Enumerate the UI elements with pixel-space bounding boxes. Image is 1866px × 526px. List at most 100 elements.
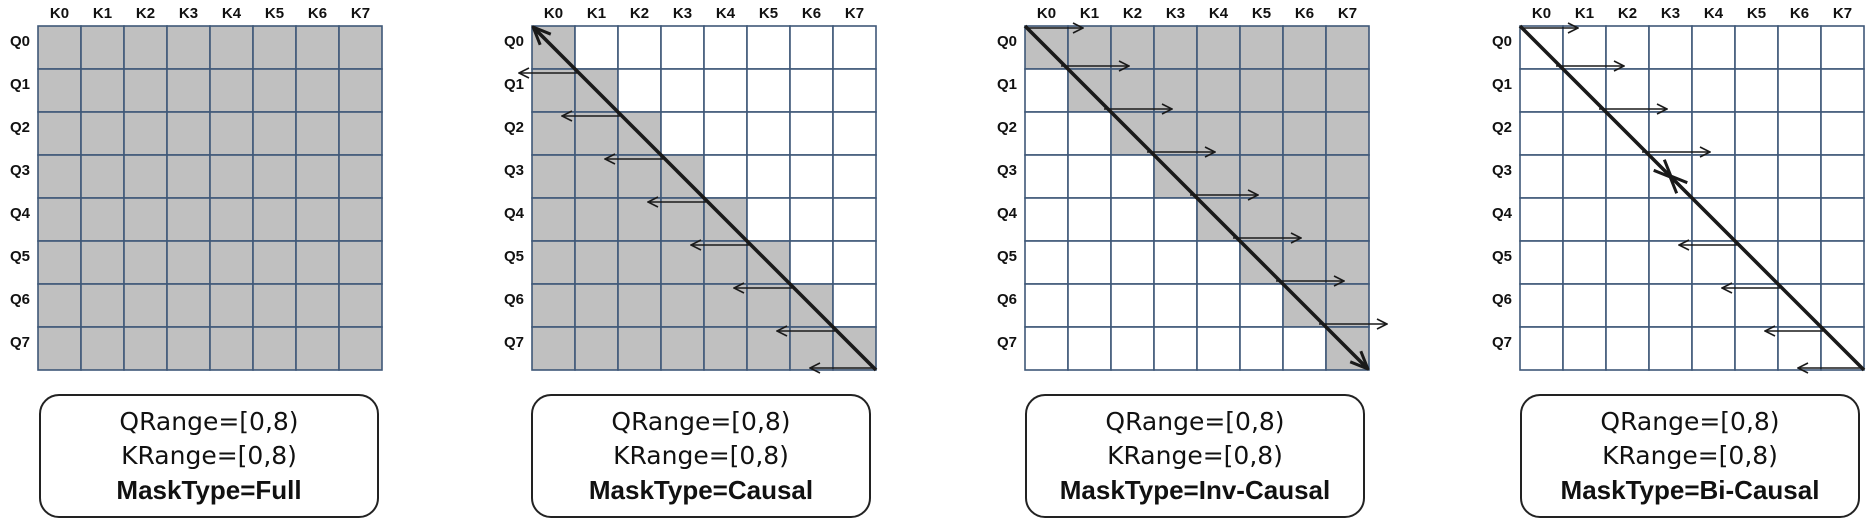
mask-panel-full: K0 K1 K2 K3 K4 K5 K6 K7 Q0 Q1 Q2 Q3 Q4 Q5 Q6 Q7 [10,5,383,371]
mask-cell-q3-k2 [1110,154,1155,199]
mask-cell-q2-k3 [1153,111,1198,156]
mask-cell-q3-k0 [1024,154,1069,199]
mask-cell-q0-k1 [80,25,125,70]
mask-cell-q2-k1 [1562,111,1607,156]
mask-cell-q6-k7 [1325,283,1370,328]
caption-box-bi-causal: QRange=[0,8) KRange=[0,8) MaskType=Bi-Ca… [1520,394,1860,518]
mask-cell-q0-k5 [1734,25,1779,70]
mask-cell-q0-k3 [1153,25,1198,70]
mask-cell-q7-k5 [252,326,297,371]
mask-cell-q7-k7 [338,326,383,371]
mask-cell-q7-k4 [703,326,748,371]
mask-cell-q5-k6 [1777,240,1822,285]
mask-cell-q2-k0 [37,111,82,156]
mask-cell-q1-k3 [1648,68,1693,113]
caption-box-full: QRange=[0,8) KRange=[0,8) MaskType=Full [39,394,379,518]
key-label: K6 [1295,5,1314,22]
key-label: K7 [1833,5,1852,22]
mask-cell-q4-k6 [1282,197,1327,242]
mask-cell-q1-k4 [209,68,254,113]
mask-cell-q7-k6 [789,326,834,371]
mask-cell-q5-k5 [252,240,297,285]
mask-cell-q6-k0 [1024,283,1069,328]
mask-cell-q2-k7 [1325,111,1370,156]
mask-cell-q6-k4 [1196,283,1241,328]
mask-cell-q3-k7 [1820,154,1865,199]
mask-cell-q5-k3 [166,240,211,285]
mask-cell-q4-k6 [295,197,340,242]
mask-cell-q7-k0 [1024,326,1069,371]
mask-cell-q4-k0 [1519,197,1564,242]
krange-label: KRange=[0,8) [121,441,297,470]
krange-label: KRange=[0,8) [1602,441,1778,470]
masktype-label: MaskType=Inv-Causal [1059,475,1331,505]
query-label: Q5 [504,248,524,265]
mask-cell-q7-k6 [1777,326,1822,371]
mask-cell-q0-k3 [1648,25,1693,70]
mask-cell-q6-k5 [1239,283,1284,328]
mask-cell-q5-k1 [80,240,125,285]
masktype-label: MaskType=Bi-Causal [1560,475,1820,505]
mask-cell-q4-k7 [832,197,877,242]
mask-cell-q0-k3 [660,25,705,70]
mask-cell-q7-k1 [1067,326,1112,371]
mask-cell-q2-k2 [123,111,168,156]
query-label: Q0 [997,33,1017,50]
mask-cell-q4-k1 [1067,197,1112,242]
mask-cell-q1-k1 [80,68,125,113]
mask-cell-q2-k5 [1734,111,1779,156]
mask-cell-q3-k6 [1777,154,1822,199]
mask-cell-q3-k3 [166,154,211,199]
mask-panel-inv-causal: K0 K1 K2 K3 K4 K5 K6 K7 Q0 Q1 Q2 Q3 Q4 Q5 Q6 Q7 [997,5,1387,370]
mask-cell-q1-k2 [1605,68,1650,113]
key-label: K1 [1575,5,1594,22]
key-label: K2 [1618,5,1637,22]
mask-cell-q0-k7 [1325,25,1370,70]
mask-cell-q2-k6 [789,111,834,156]
mask-cell-q2-k5 [746,111,791,156]
mask-cell-q6-k2 [1110,283,1155,328]
mask-cell-q2-k0 [1024,111,1069,156]
mask-cell-q7-k0 [1519,326,1564,371]
query-label: Q1 [1492,76,1512,93]
mask-cell-q2-k4 [1196,111,1241,156]
key-label: K3 [673,5,692,22]
mask-cell-q3-k6 [789,154,834,199]
mask-cell-q3-k1 [1067,154,1112,199]
query-label: Q2 [504,119,524,136]
query-label: Q1 [10,76,30,93]
mask-cell-q7-k5 [1239,326,1284,371]
mask-cell-q0-k6 [1777,25,1822,70]
mask-cell-q0-k5 [746,25,791,70]
query-label: Q4 [997,205,1018,222]
mask-cell-q3-k5 [746,154,791,199]
mask-cell-q3-k5 [1734,154,1779,199]
query-label: Q3 [10,162,30,179]
mask-cell-q5-k2 [1605,240,1650,285]
mask-cell-q4-k4 [209,197,254,242]
mask-cell-q6-k4 [703,283,748,328]
key-label: K2 [136,5,155,22]
key-label: K3 [1166,5,1185,22]
key-label: K6 [1790,5,1809,22]
mask-cell-q6-k1 [574,283,619,328]
mask-cell-q2-k3 [166,111,211,156]
mask-cell-q3-k4 [1691,154,1736,199]
mask-cell-q6-k3 [1153,283,1198,328]
mask-cell-q0-k2 [123,25,168,70]
mask-cell-q3-k7 [832,154,877,199]
krange-label: KRange=[0,8) [613,441,789,470]
mask-cell-q2-k4 [1691,111,1736,156]
mask-cell-q7-k3 [166,326,211,371]
mask-cell-q0-k5 [1239,25,1284,70]
query-label: Q3 [1492,162,1512,179]
mask-cell-q3-k6 [295,154,340,199]
mask-cell-q0-k4 [209,25,254,70]
mask-cell-q0-k2 [1110,25,1155,70]
mask-cell-q3-k0 [1519,154,1564,199]
mask-cell-q5-k1 [1067,240,1112,285]
mask-cell-q1-k0 [1519,68,1564,113]
mask-cell-q3-k4 [703,154,748,199]
mask-cell-q4-k2 [617,197,662,242]
mask-cell-q4-k6 [1777,197,1822,242]
